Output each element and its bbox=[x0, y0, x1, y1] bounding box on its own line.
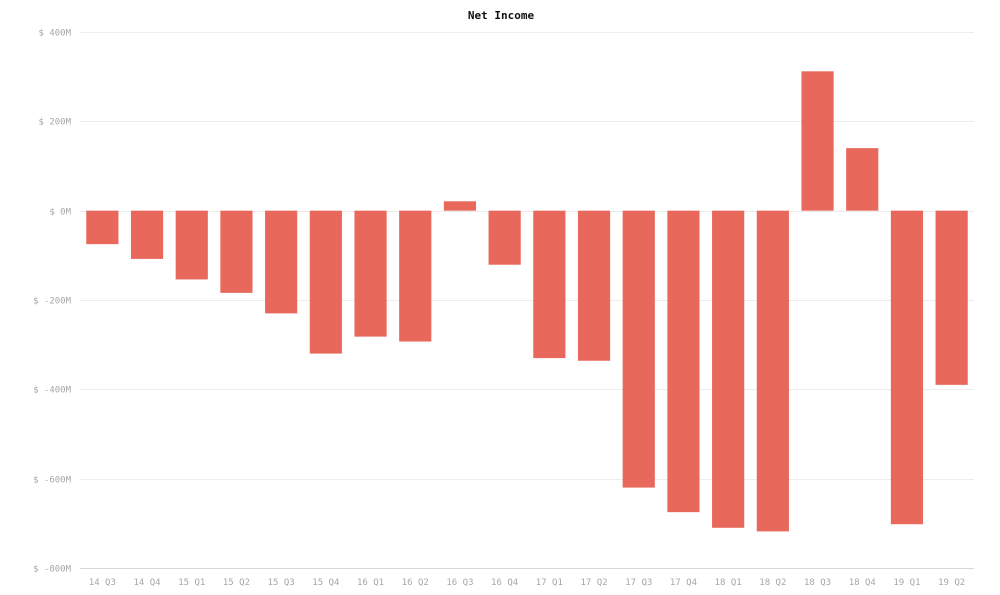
bar-16-q4[interactable] bbox=[488, 210, 521, 265]
bar-15-q2[interactable] bbox=[220, 210, 253, 293]
bar-18-q3[interactable] bbox=[801, 71, 834, 211]
y-tick-label: $ -600M bbox=[33, 476, 72, 486]
bar-16-q3[interactable] bbox=[443, 201, 477, 211]
bar-15-q1[interactable] bbox=[175, 210, 208, 280]
y-tick-label: $ 0M bbox=[49, 208, 71, 218]
bar-17-q3[interactable] bbox=[622, 210, 655, 488]
bar-14-q3[interactable] bbox=[86, 210, 119, 245]
bar-19-q2[interactable] bbox=[935, 210, 968, 385]
bar-17-q2[interactable] bbox=[577, 210, 611, 361]
x-tick-label: 15 Q1 bbox=[178, 578, 205, 588]
x-axis-ticks: 14 Q3 14 Q4 15 Q1 15 Q2 15 Q3 15 Q4 16 Q1 16 Q2… bbox=[89, 578, 965, 588]
x-tick-label: 18 Q4 bbox=[849, 578, 876, 588]
chart-title: Net Income bbox=[468, 9, 535, 22]
y-tick-label: $ 200M bbox=[38, 118, 71, 128]
x-tick-label: 18 Q1 bbox=[715, 578, 742, 588]
x-tick-label: 17 Q2 bbox=[581, 578, 608, 588]
x-tick-label: 19 Q1 bbox=[893, 578, 920, 588]
x-tick-label: 14 Q3 bbox=[89, 578, 116, 588]
x-tick-label: 17 Q3 bbox=[625, 578, 652, 588]
bar-14-q4[interactable] bbox=[130, 210, 164, 259]
bar-series bbox=[86, 71, 968, 532]
bar-18-q2[interactable] bbox=[756, 210, 789, 532]
y-axis-ticks: $ 400M $ 200M $ 0M $ -200M $ -400M $ -600M $ -… bbox=[33, 29, 72, 575]
x-tick-label: 16 Q4 bbox=[491, 578, 518, 588]
bar-19-q1[interactable] bbox=[890, 210, 924, 525]
x-tick-label: 18 Q2 bbox=[759, 578, 786, 588]
x-tick-label: 14 Q4 bbox=[134, 578, 161, 588]
x-tick-label: 15 Q2 bbox=[223, 578, 250, 588]
x-tick-label: 19 Q2 bbox=[938, 578, 965, 588]
bar-17-q1[interactable] bbox=[533, 210, 566, 359]
y-tick-label: $ -800M bbox=[33, 565, 72, 575]
bar-18-q1[interactable] bbox=[712, 210, 745, 528]
x-tick-label: 15 Q3 bbox=[268, 578, 295, 588]
bar-16-q1[interactable] bbox=[354, 210, 387, 337]
x-tick-label: 18 Q3 bbox=[804, 578, 831, 588]
x-tick-label: 17 Q4 bbox=[670, 578, 697, 588]
y-tick-label: $ -200M bbox=[33, 297, 72, 307]
y-tick-label: $ -400M bbox=[33, 386, 72, 396]
x-tick-label: 15 Q4 bbox=[312, 578, 339, 588]
x-tick-label: 16 Q3 bbox=[446, 578, 473, 588]
x-tick-label: 16 Q2 bbox=[402, 578, 429, 588]
bar-15-q3[interactable] bbox=[265, 210, 298, 314]
y-tick-label: $ 400M bbox=[38, 29, 71, 39]
x-tick-label: 17 Q1 bbox=[536, 578, 563, 588]
bar-18-q4[interactable] bbox=[846, 148, 879, 211]
bar-15-q4[interactable] bbox=[309, 210, 342, 354]
gridlines bbox=[80, 32, 974, 569]
x-tick-label: 16 Q1 bbox=[357, 578, 384, 588]
bar-16-q2[interactable] bbox=[399, 210, 432, 342]
bar-17-q4[interactable] bbox=[667, 210, 700, 513]
